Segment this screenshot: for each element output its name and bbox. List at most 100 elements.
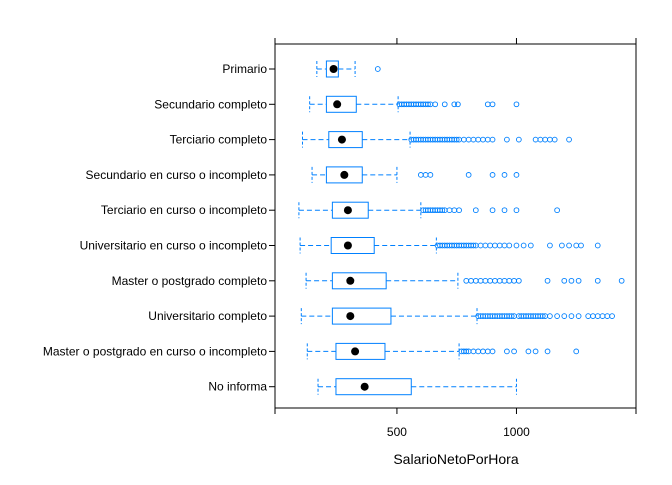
box-iqr <box>335 342 386 360</box>
outlier-point <box>525 348 532 355</box>
box-group <box>299 237 601 254</box>
box-group <box>309 95 520 113</box>
outlier-point <box>427 172 434 178</box>
outlier-point <box>599 313 606 319</box>
outlier-point <box>487 242 494 249</box>
category-label: Universitario completo <box>148 309 267 323</box>
outlier-point <box>554 313 560 319</box>
category-label: Secundario en curso o incompleto <box>86 168 268 182</box>
outlier-point <box>566 242 572 249</box>
outlier-point <box>470 348 477 355</box>
outlier-point <box>516 136 522 143</box>
x-tick-label: 1000 <box>503 425 530 439</box>
outlier-point <box>513 242 520 249</box>
median-dot <box>333 100 342 109</box>
box-iqr <box>328 131 363 149</box>
outlier-point <box>561 313 568 319</box>
outlier-point <box>544 277 551 284</box>
median-dot <box>343 206 352 215</box>
outlier-point <box>492 242 498 249</box>
outlier-point <box>527 242 534 249</box>
outlier-point <box>482 277 489 284</box>
outlier-point <box>374 66 381 72</box>
outlier-point <box>417 172 424 178</box>
outlier-point <box>575 277 582 284</box>
x-tick-label: 500 <box>387 425 407 439</box>
box-group <box>300 307 615 325</box>
box-iqr <box>325 95 357 113</box>
outlier-point <box>566 136 572 143</box>
outlier-point <box>470 242 477 249</box>
outlier-point <box>492 277 498 284</box>
outlier-point <box>470 136 477 143</box>
outlier-point <box>489 101 496 108</box>
outlier-point <box>456 207 462 214</box>
category-label: No informa <box>208 380 267 394</box>
outlier-point <box>504 348 510 355</box>
outlier-point <box>578 242 584 249</box>
box-iqr <box>331 307 392 325</box>
outlier-point <box>513 207 520 214</box>
outlier-point <box>559 242 565 249</box>
outlier-point <box>513 101 520 108</box>
outlier-point <box>484 101 491 108</box>
outlier-point <box>489 172 496 178</box>
outlier-point <box>532 348 539 355</box>
outlier-point <box>496 242 503 249</box>
outlier-point <box>439 207 446 214</box>
box-iqr <box>325 60 339 78</box>
median-dot <box>337 135 346 144</box>
outlier-point <box>573 348 580 355</box>
x-axis-title: SalarioNetoPorHora <box>393 451 518 467</box>
outlier-point <box>594 277 601 284</box>
outlier-point <box>453 136 460 143</box>
outlier-point <box>489 136 496 143</box>
outlier-point <box>446 207 453 214</box>
axis-ticks: 500 1000 <box>274 38 637 439</box>
outlier-point <box>487 277 494 284</box>
plot-frame <box>274 43 637 409</box>
median-dot <box>351 347 360 356</box>
outlier-point <box>573 242 580 249</box>
outlier-point <box>585 313 592 319</box>
box-group <box>311 166 520 184</box>
category-labels: Primario Secundario completo Terciario com… <box>43 62 275 394</box>
outlier-point <box>609 313 615 319</box>
category-label: Secundario completo <box>154 97 267 111</box>
outlier-point <box>480 136 486 143</box>
category-label: Terciario en curso o incompleto <box>101 203 267 217</box>
outlier-point <box>501 172 508 178</box>
outlier-point <box>501 242 508 249</box>
outlier-point <box>461 136 467 143</box>
boxes <box>298 60 625 396</box>
box-iqr <box>325 166 363 184</box>
median-dot <box>346 312 355 321</box>
outlier-point <box>544 348 551 355</box>
outlier-point <box>542 136 549 143</box>
outlier-point <box>484 136 491 143</box>
outlier-point <box>604 313 611 319</box>
outlier-point <box>489 207 496 214</box>
box-group <box>301 131 572 149</box>
box-group <box>316 60 381 78</box>
outlier-point <box>618 277 625 284</box>
outlier-point <box>472 277 479 284</box>
outlier-point <box>506 277 513 284</box>
outlier-point <box>477 277 484 284</box>
outlier-point <box>568 277 575 284</box>
outlier-point <box>451 207 458 214</box>
outlier-point <box>477 242 484 249</box>
category-label: Master o postgrado completo <box>112 274 268 288</box>
median-dot <box>360 382 369 391</box>
box-iqr <box>335 378 412 396</box>
outlier-point <box>516 277 522 284</box>
outlier-point <box>432 101 439 108</box>
outlier-point <box>422 172 429 178</box>
box-group <box>317 378 517 396</box>
outlier-point <box>463 277 470 284</box>
outlier-point <box>501 207 508 214</box>
outlier-point <box>508 313 515 319</box>
outlier-point <box>575 313 582 319</box>
